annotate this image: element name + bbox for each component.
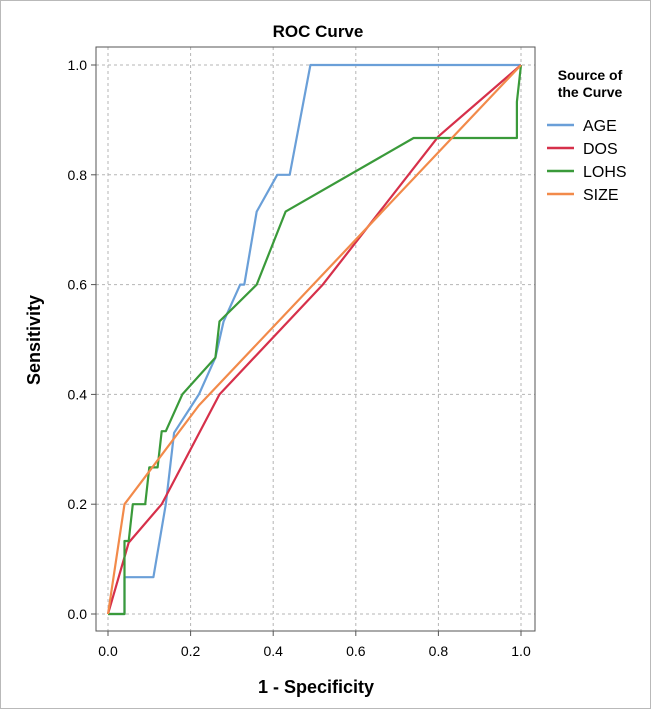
legend: Source of the Curve AGE DOS LOHS SIZE — [547, 67, 627, 204]
y-tick-label: 0.2 — [68, 496, 88, 512]
y-axis-label: Sensitivity — [24, 295, 44, 385]
legend-label-dos: DOS — [583, 141, 618, 158]
series-line-dos — [106, 64, 522, 615]
series-layer — [106, 63, 523, 616]
y-tick-label: 0.0 — [68, 606, 88, 622]
series-line-lohs — [108, 64, 523, 616]
y-tick-label: 0.6 — [68, 277, 88, 293]
legend-label-lohs: LOHS — [583, 164, 627, 181]
series-line-age — [108, 63, 521, 616]
chart-title: ROC Curve — [273, 22, 364, 41]
y-tick-label: 0.4 — [68, 386, 88, 402]
x-tick-label: 0.0 — [98, 643, 118, 659]
x-tick-label: 0.4 — [263, 643, 283, 659]
y-tick-label: 0.8 — [68, 167, 88, 183]
legend-label-age: AGE — [583, 118, 617, 135]
x-axis-label: 1 - Specificity — [258, 677, 374, 697]
axes: 0.0 0.2 0.4 0.6 0.8 1.0 0.0 0.2 0.4 0.6 0.8 1.0 — [68, 57, 531, 659]
plot-area — [95, 46, 536, 632]
x-tick-label: 0.6 — [346, 643, 366, 659]
x-tick-label: 0.8 — [429, 643, 449, 659]
legend-items: AGE DOS LOHS SIZE — [547, 118, 627, 204]
y-tick-label: 1.0 — [68, 57, 88, 73]
x-tick-label: 1.0 — [511, 643, 531, 659]
gridlines — [96, 47, 535, 631]
series-line-size — [106, 64, 522, 615]
legend-title-line2: the Curve — [558, 84, 623, 100]
legend-title-line1: Source of — [558, 67, 623, 83]
legend-label-size: SIZE — [583, 187, 619, 204]
x-tick-label: 0.2 — [181, 643, 201, 659]
